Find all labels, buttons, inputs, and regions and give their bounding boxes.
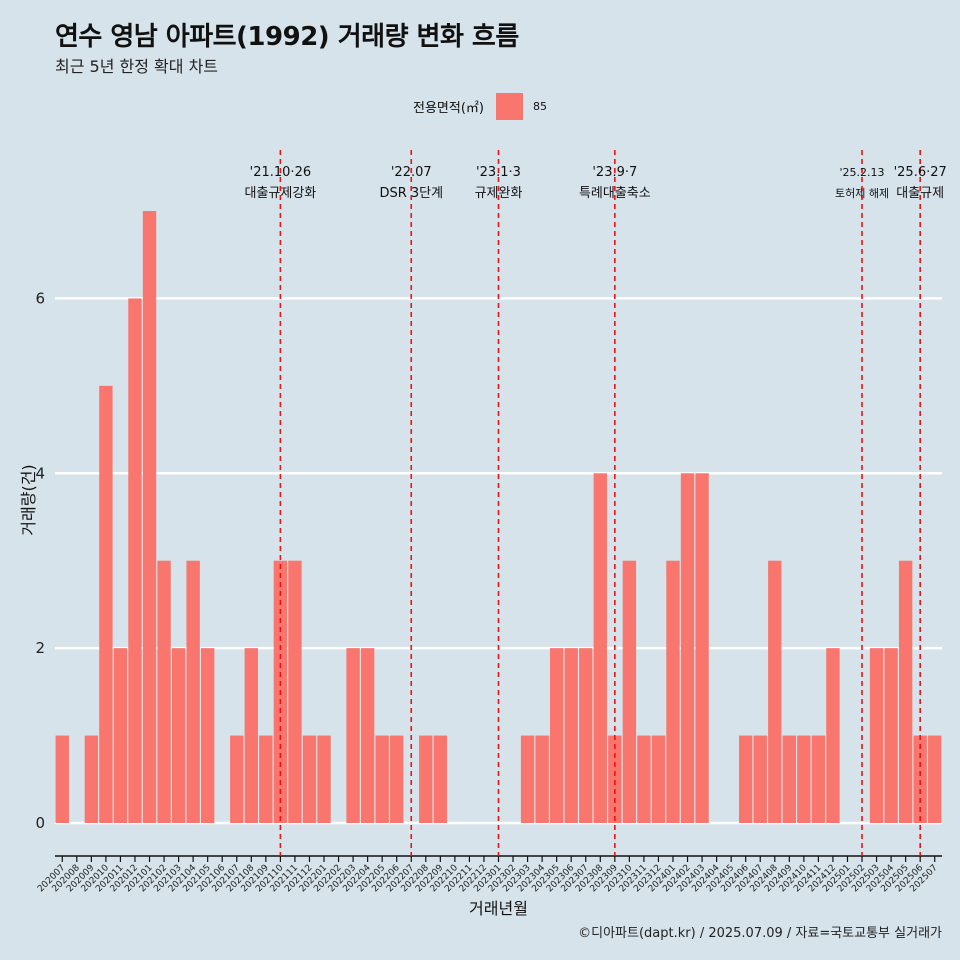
chart-title: 연수 영남 아파트(1992) 거래량 변화 흐름 [55,22,519,52]
legend-entry: 85 [532,100,547,113]
annotation-label: 규제완화 [475,186,523,201]
bar [564,648,578,823]
bar [579,648,593,823]
annotation-label: 대출규제강화 [245,186,317,201]
bar [288,560,302,823]
bar [826,648,840,823]
annotation-date: '23.9·7 [592,165,637,180]
bar [55,735,69,823]
annotation-date: '25.6·27 [894,165,947,180]
bar [142,211,157,823]
y-tick-label: 4 [35,464,45,482]
bar [593,473,607,823]
annotation-label: 대출규제 [896,186,944,201]
bar [869,648,884,823]
annotation-label: 토허제 해제 [835,186,889,200]
bar [360,648,375,823]
caption: ©디아파트(dapt.kr) / 2025.07.09 / 자료=국토교통부 실… [578,926,942,941]
bar [317,735,331,823]
y-tick-label: 0 [35,814,45,832]
bar [811,735,826,823]
bar [200,648,215,823]
x-axis-title: 거래년월 [469,899,528,918]
bar [884,648,898,823]
bar [535,735,549,823]
bar [695,473,709,823]
bar [549,648,564,823]
bar [666,560,680,823]
annotation-date: '21.10·26 [250,165,311,180]
bar [913,735,927,823]
bar [113,648,128,823]
annotation-date: '23.1·3 [476,165,521,180]
bar [608,735,622,823]
bar [171,648,186,823]
bar [768,560,782,823]
legend: 전용면적(㎡) 85 [0,93,960,120]
annotation-label: 특례대출축소 [579,186,651,201]
bar [346,648,360,823]
bar [928,735,942,823]
bar [390,735,404,823]
bar [244,648,258,823]
bar [302,735,317,823]
annotation-date: '22.07 [391,165,432,180]
bar [84,735,99,823]
annotation-label: DSR 3단계 [379,186,443,201]
bar [753,735,767,823]
bar [157,560,171,823]
bar [782,735,797,823]
bar [186,560,200,823]
bar [739,735,753,823]
bar [520,735,535,823]
bar [797,735,811,823]
bar [419,735,433,823]
y-tick-label: 2 [35,639,45,657]
annotation-date: '25.2.13 [840,166,885,179]
bar [637,735,651,823]
bar [99,385,113,823]
bar [128,298,142,823]
y-axis-title: 거래량(건) [19,464,38,535]
legend-swatch [495,93,523,120]
bar [375,735,389,823]
bar [259,735,273,823]
bar [651,735,666,823]
y-tick-label: 6 [35,289,45,307]
bar [230,735,244,823]
bar [898,560,913,823]
bar [622,560,637,823]
bar [680,473,695,823]
chart-subtitle: 최근 5년 한정 확대 차트 [55,57,219,76]
legend-title: 전용면적(㎡) [413,101,484,116]
bar [433,735,448,823]
